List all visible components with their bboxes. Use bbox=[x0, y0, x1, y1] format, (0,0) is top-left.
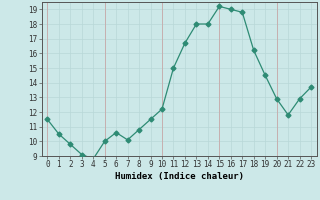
X-axis label: Humidex (Indice chaleur): Humidex (Indice chaleur) bbox=[115, 172, 244, 181]
